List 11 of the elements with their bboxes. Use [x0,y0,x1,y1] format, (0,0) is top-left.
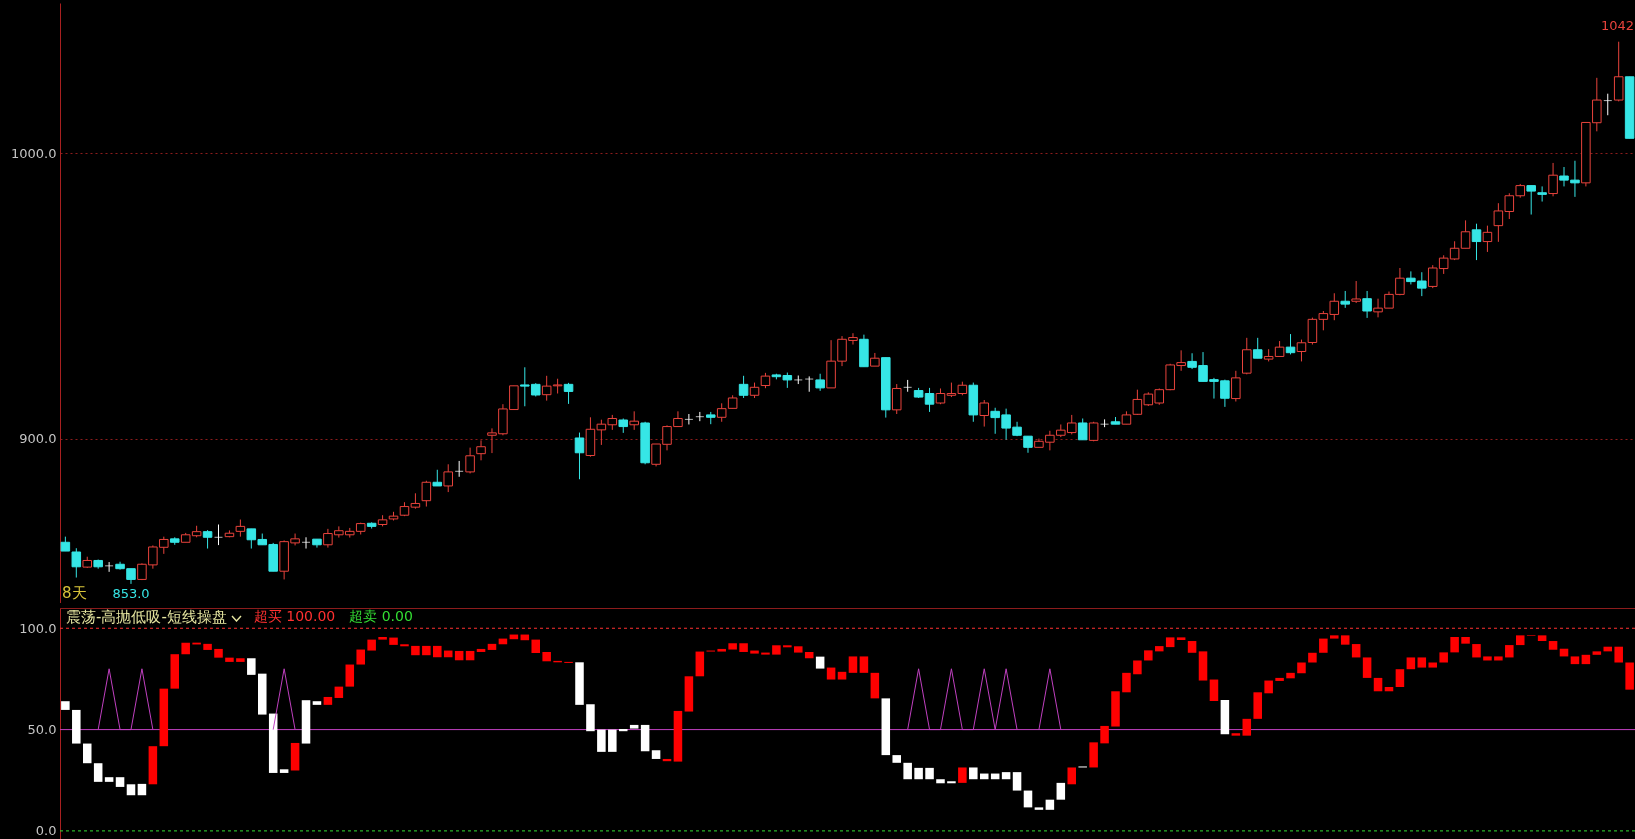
y-tick-label: 100.0 [19,620,57,636]
y-tick-label: 0.0 [35,823,57,839]
y-tick-label: 50.0 [27,722,57,738]
y-tick-label: 1000.0 [11,145,57,161]
ref-line-label: 超买 100.00 [253,608,336,624]
annotation: 853.0 [112,585,150,601]
annotation: 1042 [1600,18,1634,33]
ref-line-label: 超卖 0.00 [349,608,413,624]
y-tick-label: 900.0 [19,431,57,447]
chart-title: 震荡-高抛低吸-短线操盘 [66,608,227,626]
annotation: 8天 [62,584,87,602]
